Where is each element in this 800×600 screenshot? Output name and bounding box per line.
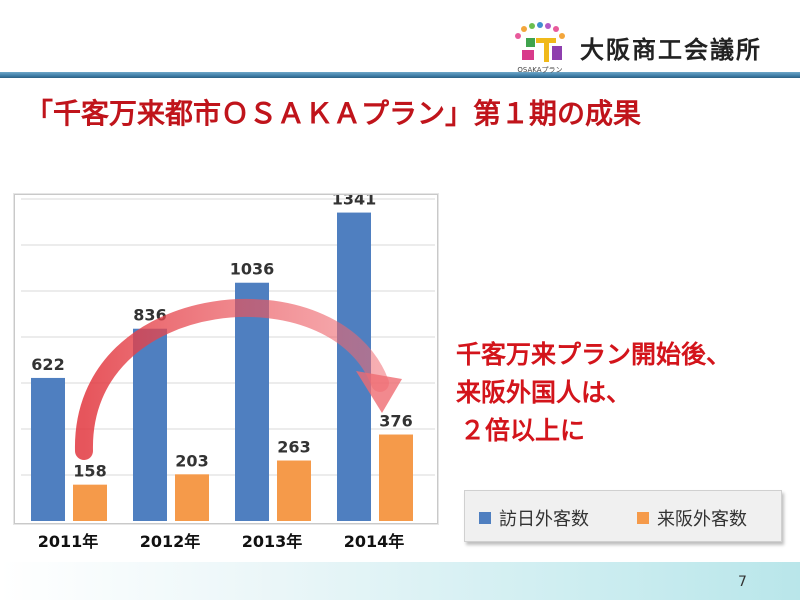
data-label: 158 <box>73 462 106 481</box>
data-label: 1036 <box>230 260 275 279</box>
caption-line-3: ２倍以上に <box>460 416 586 445</box>
caption-line-2: 来阪外国人は、 <box>456 378 632 407</box>
footer-bar <box>0 562 800 600</box>
legend-item-visitors-osaka: 来阪外客数 <box>637 505 747 531</box>
x-axis-tick-label: 2014年 <box>343 532 405 551</box>
legend-item-visitors-japan: 訪日外客数 <box>479 505 589 531</box>
bar-visitors-osaka <box>73 484 107 521</box>
logo: OSAKAプラン <box>508 20 572 74</box>
legend-swatch-orange <box>637 512 649 524</box>
page-number: 7 <box>738 574 747 590</box>
logo-caption: OSAKAプラン <box>517 66 562 74</box>
data-label: 622 <box>31 355 64 374</box>
bar-visitors-japan <box>31 377 65 521</box>
data-label: 376 <box>379 412 412 431</box>
growth-arrow <box>74 298 389 460</box>
data-label: 203 <box>175 451 208 470</box>
caption-line-1: 千客万来プラン開始後、 <box>456 340 732 369</box>
x-axis-tick-label: 2011年 <box>37 532 99 551</box>
legend-swatch-blue <box>479 512 491 524</box>
x-axis-tick-label: 2013年 <box>241 532 303 551</box>
legend-label: 来阪外客数 <box>657 509 747 530</box>
data-label: 263 <box>277 438 310 457</box>
chart-legend: 訪日外客数 来阪外客数 <box>464 490 782 542</box>
bar-visitors-japan <box>235 282 269 521</box>
bar-visitors-osaka <box>175 474 209 521</box>
org-name: 大阪商工会議所 <box>580 36 762 64</box>
bar-visitors-japan <box>133 328 167 521</box>
growth-arrow-head <box>356 371 402 413</box>
bar-chart: 622 158 836 203 1036 263 1341 376 <box>14 194 438 524</box>
data-label: 1341 <box>332 195 377 209</box>
legend-label: 訪日外客数 <box>499 509 589 530</box>
slide-title: 「千客万来都市ＯＳＡＫＡプラン」第１期の成果 <box>25 97 642 130</box>
header-divider <box>0 72 800 78</box>
bar-visitors-osaka <box>379 434 413 521</box>
x-axis-tick-label: 2012年 <box>139 532 201 551</box>
result-caption: 千客万来プラン開始後、 来阪外国人は、 ２倍以上に <box>456 336 731 450</box>
bar-visitors-osaka <box>277 460 311 521</box>
